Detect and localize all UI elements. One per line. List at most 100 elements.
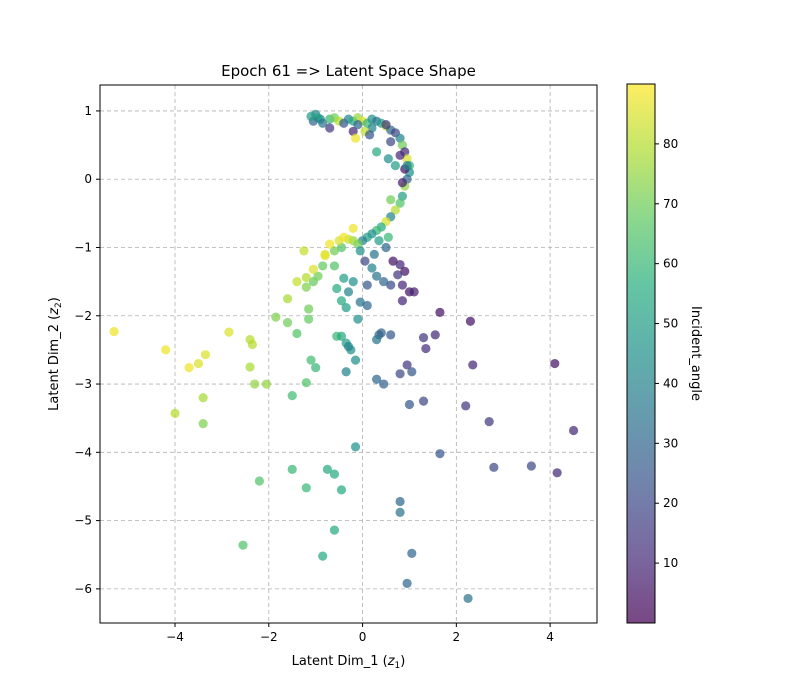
scatter-point [313,271,323,281]
scatter-point [526,461,536,471]
scatter-point [421,343,431,354]
scatter-point [430,330,440,340]
scatter-point [198,419,208,429]
scatter-point [386,280,396,290]
scatter-point [397,296,408,306]
scatter-point [306,355,316,365]
scatter-point [461,401,471,411]
colorbar-tick-label: 10 [663,556,678,570]
scatter-point [383,232,393,242]
scatter-point [397,178,408,188]
scatter-point [402,160,412,171]
scatter-point [348,277,358,287]
scatter-point [395,496,405,507]
y-axis-title: Latent Dim_2 (z2) [47,297,64,411]
scatter-point [170,408,180,418]
scatter-point [393,270,403,280]
scatter-point [341,302,351,313]
colorbar-ticks: 10 20 30 40 50 60 70 80 [655,137,678,570]
x-tick-label: 4 [546,630,554,644]
scatter-point [350,133,361,143]
colorbar-tick-label: 50 [663,317,678,331]
scatter-point [418,396,429,406]
chart-title: Epoch 61 => Latent Space Shape [221,62,476,80]
x-axis-title-close: ) [400,654,405,669]
scatter-point [343,287,354,297]
scatter-point [372,271,382,281]
scatter-point [200,350,211,360]
scatter-point [435,449,445,459]
scatter-point [343,341,354,352]
x-tick-label: −4 [166,630,184,644]
scatter-point [184,363,194,373]
x-tick-label: 2 [453,630,461,644]
scatter-point [336,485,347,495]
scatter-point [287,391,297,401]
scatter-point [381,242,391,253]
y-axis-title-var: z [47,307,62,316]
scatter-point [374,236,384,246]
scatter-point [372,374,382,384]
scatter-point [353,119,363,130]
scatter-point [341,367,351,377]
scatter-point [329,246,340,256]
x-axis-title-var: z [387,654,396,669]
colorbar-gradient [626,83,656,624]
colorbar-tick-label: 80 [663,137,678,151]
scatter-point [336,331,347,341]
x-axis: −4 −2 0 2 4 [166,623,554,644]
scatter-point [318,551,328,561]
scatter-points [109,109,579,604]
scatter-point [292,277,302,287]
scatter-point [299,246,309,256]
scatter-point [409,287,419,297]
scatter-point [261,379,272,389]
y-tick-label: −5 [74,514,92,528]
scatter-point [109,326,119,337]
scatter-point [339,273,349,283]
colorbar-tick-label: 30 [663,436,678,450]
scatter-point [465,316,476,326]
y-tick-label: −2 [74,309,92,323]
scatter-point [402,360,412,370]
y-axis: 1 0 −1 −2 −3 −4 −5 −6 [74,104,100,596]
scatter-point [381,119,391,130]
scatter-point [301,378,311,388]
scatter-point [304,314,314,324]
scatter-point [353,314,363,324]
scatter-point [402,578,412,589]
scatter-point [325,239,335,249]
scatter-point [395,507,405,517]
colorbar-tick-label: 70 [663,197,678,211]
scatter-point [407,548,417,558]
scatter-point [318,118,328,128]
scatter-point [318,261,328,271]
scatter-point [350,355,361,365]
scatter-point [311,363,321,373]
scatter-point [407,367,417,377]
scatter-point [390,205,400,215]
scatter-point [282,317,293,328]
scatter-point [386,330,396,340]
scatter-point [250,379,260,389]
scatter-point [435,307,445,317]
scatter-point [395,369,405,379]
scatter-point [395,259,405,270]
plot-area [99,84,598,624]
y-tick-label: −3 [74,377,92,391]
scatter-point [329,261,340,271]
scatter-point [245,362,255,372]
scatter-point [322,464,333,474]
y-axis-title-main: Latent Dim_2 ( [47,315,62,411]
scatter-point [395,150,405,160]
scatter-point [287,464,297,474]
scatter-point [350,442,361,452]
x-tick-label: −2 [260,630,278,644]
scatter-point [397,280,408,290]
scatter-point [325,123,335,133]
scatter-point [336,296,347,306]
scatter-point [301,282,311,292]
y-tick-label: 0 [84,172,92,186]
scatter-point [360,256,370,266]
colorbar: 10 20 30 40 50 60 70 80 Incident_angle [626,83,703,624]
